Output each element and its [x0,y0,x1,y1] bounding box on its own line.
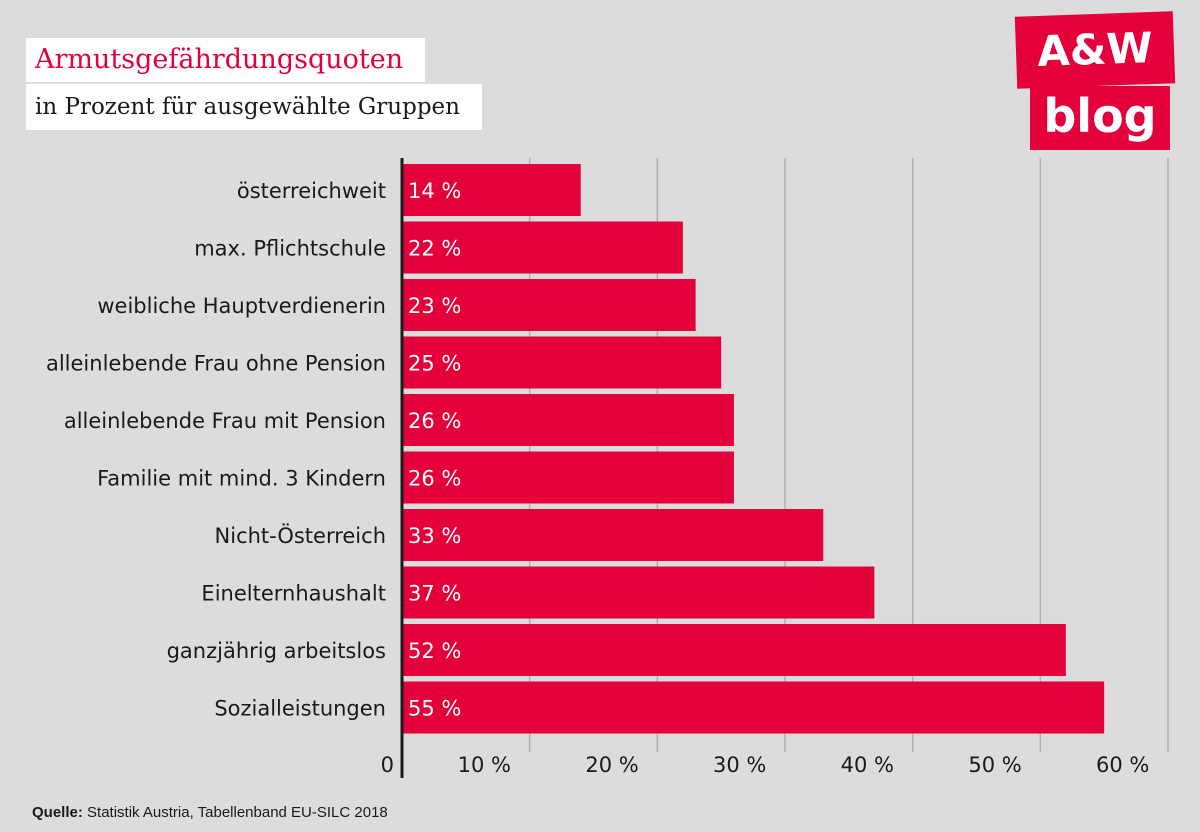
bar [402,566,875,619]
category-label: ganzjährig arbeitslos [167,639,386,663]
bar-value-label: 23 % [408,294,461,318]
x-tick-label: 10 % [458,753,511,777]
bar [402,336,722,389]
category-label: alleinlebende Frau ohne Pension [46,352,386,376]
bar-value-label: 37 % [408,582,461,606]
aw-blog-logo: A&W blog [1012,11,1176,150]
chart-subtitle: in Prozent für ausgewählte Gruppen [35,94,460,120]
x-tick-label: 30 % [713,753,766,777]
bar-value-label: 26 % [408,409,461,433]
category-label: Eineltern­haushalt [201,582,386,606]
x-tick-label: 0 [381,753,394,777]
title-box: Armutsgefährdungsquoten [26,38,426,82]
x-tick-label: 40 % [841,753,894,777]
category-label: Familie mit mind. 3 Kindern [97,467,386,491]
category-label: Nicht-Österreich [215,523,386,548]
bar-value-label: 26 % [408,467,461,491]
bar-value-label: 55 % [408,697,461,721]
category-label: max. Pflichtschule [194,237,386,261]
bar-value-label: 22 % [408,237,461,261]
source-text: Statistik Austria, Tabellenband EU-SILC … [82,804,388,821]
bar-value-label: 52 % [408,639,461,663]
bar [402,509,824,561]
bar [402,451,734,504]
x-tick-label: 20 % [585,753,638,777]
source-note: Quelle: Statistik Austria, Tabellenband … [32,804,388,821]
bar [402,681,1105,734]
bar [402,221,683,274]
bar [402,164,581,216]
logo-line-2: blog [1030,86,1170,150]
chart-title: Armutsgefährdungsquoten [35,44,404,75]
bar-value-label: 14 % [408,179,461,203]
bar [402,624,1066,676]
category-label: alleinlebende Frau mit Pension [64,409,386,433]
bar-value-label: 25 % [408,352,461,376]
category-label: weibliche Hauptverdienerin [97,294,386,318]
category-label: österreichweit [237,179,386,203]
x-tick-label: 50 % [968,753,1021,777]
bar [402,279,696,331]
source-label: Quelle: [32,804,83,821]
subtitle-box: in Prozent für ausgewählte Gruppen [26,84,482,130]
category-label: Sozialleistungen [214,697,386,721]
bar-value-label: 33 % [408,524,461,548]
x-tick-label: 60 % [1096,753,1149,777]
bar [402,394,734,446]
